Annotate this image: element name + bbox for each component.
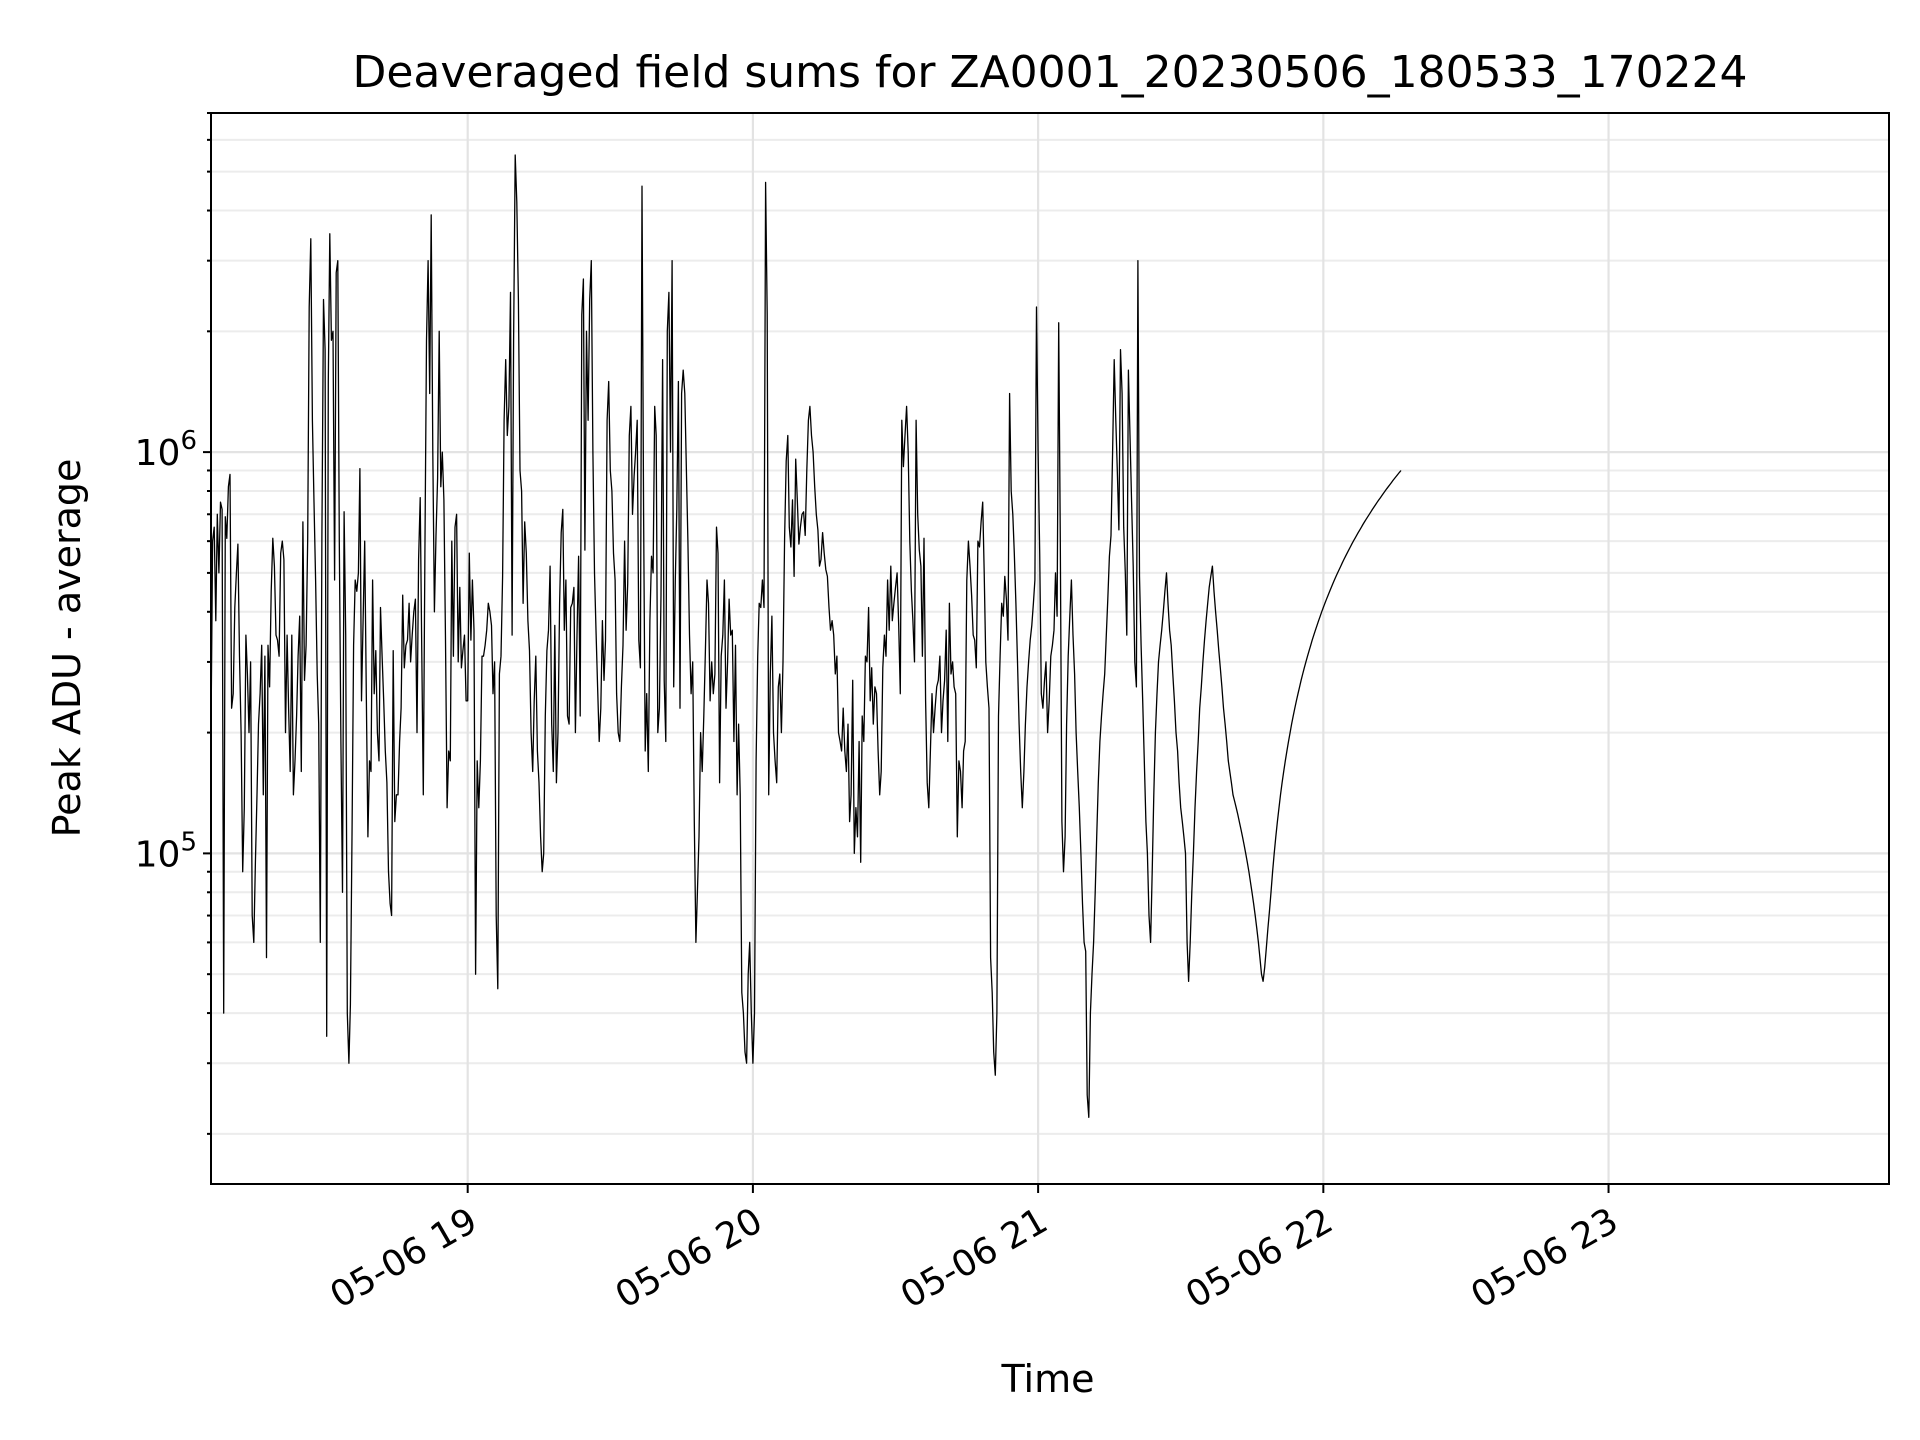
axis-ticks: 105 106 05-06 19 05-06 20 05-06 21 05-06 22 05… xyxy=(135,112,1625,1317)
y-tick-label: 106 xyxy=(135,426,197,474)
y-axis-label: Peak ADU - average xyxy=(45,459,89,838)
y-tick-label: 105 xyxy=(135,827,197,875)
x-axis-label: Time xyxy=(1001,1357,1095,1401)
x-tick-label: 05-06 23 xyxy=(1464,1200,1625,1316)
x-tick-label: 05-06 19 xyxy=(324,1200,485,1316)
x-tick-label: 05-06 22 xyxy=(1179,1200,1340,1316)
series-line xyxy=(210,154,1402,1118)
plot-frame xyxy=(210,112,1890,1185)
x-tick-label: 05-06 20 xyxy=(609,1200,770,1316)
chart-title: Deaveraged field sums for ZA0001_2023050… xyxy=(352,47,1747,98)
x-tick-label: 05-06 21 xyxy=(894,1200,1055,1316)
